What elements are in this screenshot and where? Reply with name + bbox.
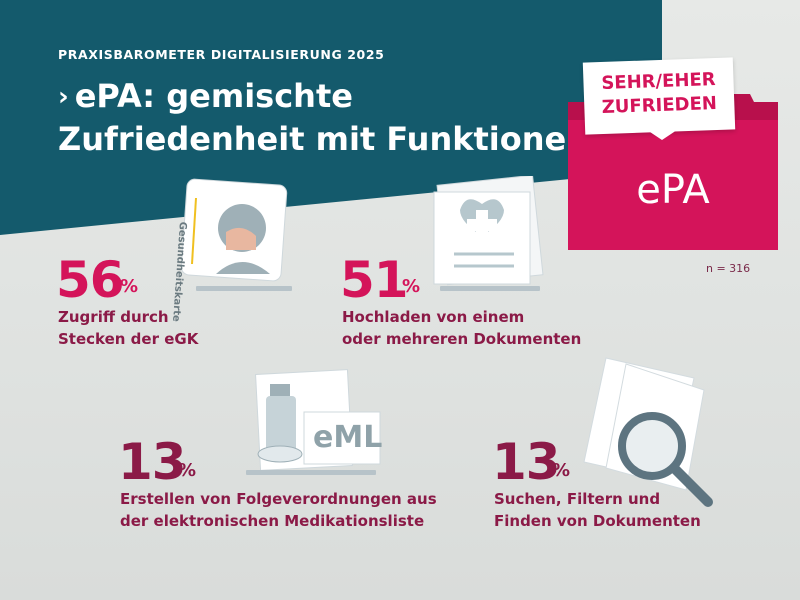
chevron-icon: › xyxy=(58,82,69,112)
stat-label-line-2: Stecken der eGK xyxy=(58,330,199,348)
shelf xyxy=(246,470,376,475)
stat-unit: % xyxy=(402,276,421,297)
stat-label-line-1: Erstellen von Folgeverordnungen aus xyxy=(120,490,437,508)
stat-value: 51 xyxy=(340,251,409,309)
sample-size: n = 316 xyxy=(706,262,751,275)
stat-value: 13 xyxy=(118,433,187,491)
stat-label-line-1: Zugriff durch xyxy=(58,308,169,326)
page-title: › ePA: gemischte Zufriedenheit mit Funkti… xyxy=(58,76,589,159)
document-heart-icon xyxy=(433,176,544,286)
stat-label: Suchen, Filtern und Finden von Dokumente… xyxy=(494,488,701,532)
stat-label: Erstellen von Folgeverordnungen aus der … xyxy=(120,488,437,532)
stat-label-line-1: Hochladen von einem xyxy=(342,308,525,326)
note-line-2: ZUFRIEDEN xyxy=(601,92,718,118)
satisfaction-note: SEHR/EHER ZUFRIEDEN xyxy=(582,57,736,135)
stat-unit: % xyxy=(552,460,571,481)
stat-label-line-1: Suchen, Filtern und xyxy=(494,490,661,508)
stat-value: 56 xyxy=(56,251,125,309)
folder-label: ePA xyxy=(636,167,710,213)
note-line-1: SEHR/EHER xyxy=(601,69,716,94)
stat-label: Zugriff durch Stecken der eGK xyxy=(58,306,198,350)
stat-label-line-2: der elektronischen Medikationsliste xyxy=(120,512,425,530)
medication-list-icon xyxy=(255,369,381,471)
stat-unit: % xyxy=(120,276,139,297)
title-line-1: ePA: gemischte xyxy=(74,77,353,115)
magnifier-icon xyxy=(583,357,713,507)
header-band xyxy=(0,0,662,235)
note-tab-icon xyxy=(644,128,680,140)
kicker: PRAXISBAROMETER DIGITALISIERUNG 2025 xyxy=(58,47,385,62)
stat-unit: % xyxy=(178,460,197,481)
stat-label-line-2: Finden von Dokumenten xyxy=(494,512,701,530)
health-card-icon xyxy=(180,178,288,282)
stat-label-line-2: oder mehreren Dokumenten xyxy=(342,330,582,348)
shelf xyxy=(196,286,292,291)
title-line-2: Zufriedenheit mit Funktionen xyxy=(58,120,590,158)
shelf xyxy=(440,286,540,291)
stat-label: Hochladen von einem oder mehreren Dokume… xyxy=(342,306,581,350)
eml-text: eML xyxy=(313,420,383,455)
stat-value: 13 xyxy=(492,433,561,491)
